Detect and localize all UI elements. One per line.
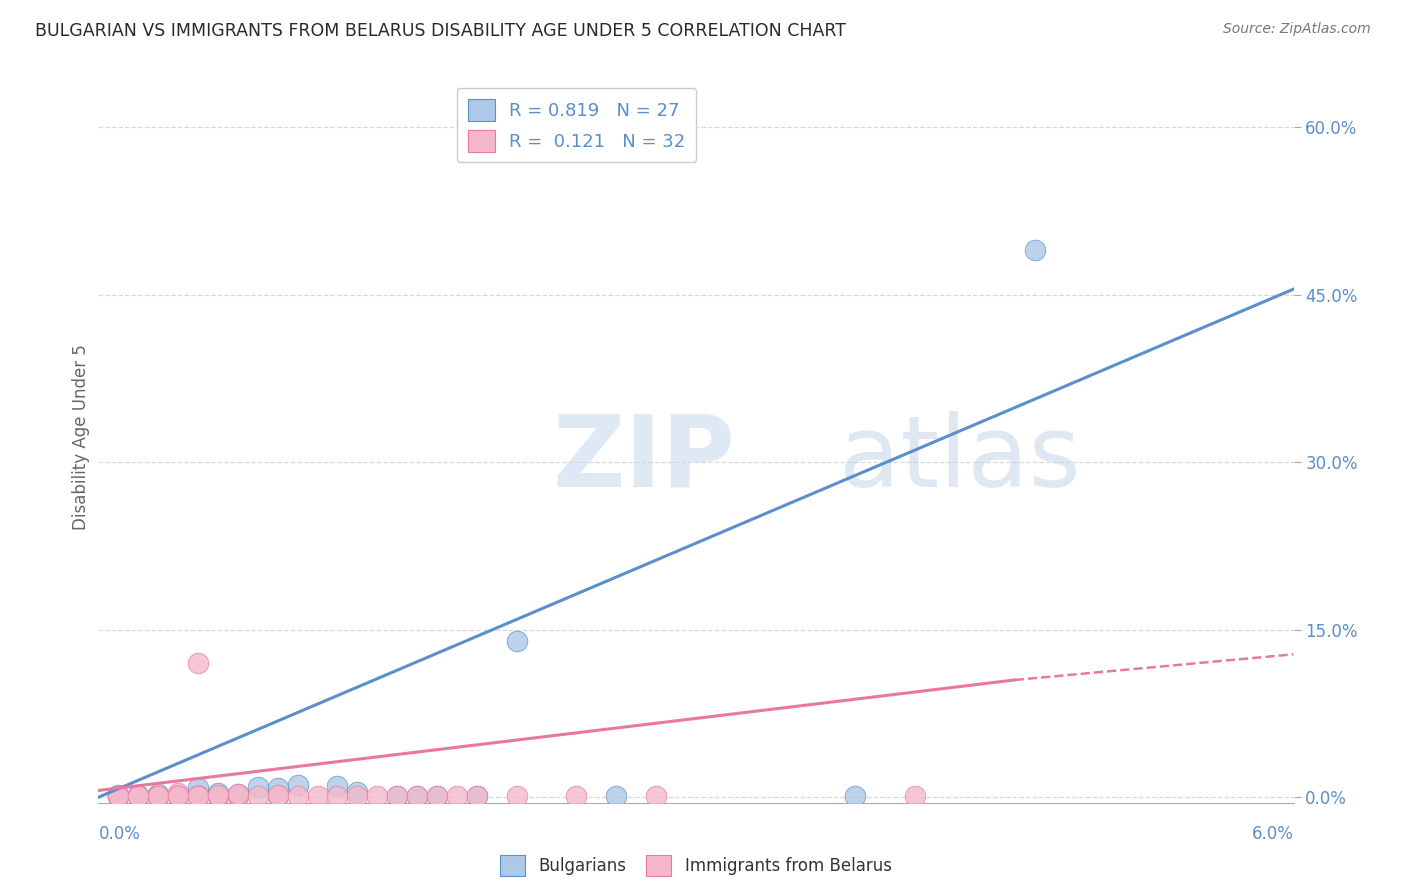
Point xyxy=(307,789,329,803)
Point xyxy=(406,789,429,803)
Point xyxy=(406,789,429,803)
Text: 6.0%: 6.0% xyxy=(1251,825,1294,843)
Point xyxy=(506,789,529,803)
Point xyxy=(127,789,149,803)
Point xyxy=(565,789,588,803)
Point xyxy=(107,789,129,803)
Point xyxy=(187,788,209,802)
Point xyxy=(1024,243,1046,257)
Point xyxy=(267,781,290,796)
Point xyxy=(187,789,209,803)
Legend: Bulgarians, Immigrants from Belarus: Bulgarians, Immigrants from Belarus xyxy=(494,848,898,882)
Point xyxy=(366,789,388,803)
Point xyxy=(226,787,249,801)
Point xyxy=(465,789,488,803)
Point xyxy=(246,789,269,803)
Point xyxy=(127,789,149,803)
Point xyxy=(446,789,468,803)
Point xyxy=(346,784,368,798)
Text: 0.0%: 0.0% xyxy=(98,825,141,843)
Point xyxy=(226,789,249,803)
Point xyxy=(167,789,190,803)
Point xyxy=(385,789,409,803)
Y-axis label: Disability Age Under 5: Disability Age Under 5 xyxy=(72,344,90,530)
Point xyxy=(426,789,449,803)
Text: Source: ZipAtlas.com: Source: ZipAtlas.com xyxy=(1223,22,1371,37)
Point xyxy=(226,788,249,802)
Point xyxy=(326,779,349,793)
Point xyxy=(148,787,170,801)
Point xyxy=(107,789,129,803)
Point xyxy=(187,781,209,796)
Point xyxy=(426,789,449,803)
Point xyxy=(207,789,229,803)
Point xyxy=(267,789,290,803)
Point xyxy=(187,657,209,671)
Point xyxy=(167,789,190,803)
Point xyxy=(167,788,190,802)
Point xyxy=(226,787,249,801)
Point xyxy=(645,789,668,803)
Point xyxy=(148,789,170,803)
Point xyxy=(207,788,229,802)
Point xyxy=(207,789,229,803)
Point xyxy=(287,778,309,792)
Point xyxy=(904,789,927,803)
Point xyxy=(465,789,488,803)
Text: BULGARIAN VS IMMIGRANTS FROM BELARUS DISABILITY AGE UNDER 5 CORRELATION CHART: BULGARIAN VS IMMIGRANTS FROM BELARUS DIS… xyxy=(35,22,846,40)
Point xyxy=(107,788,129,802)
Point xyxy=(127,788,149,802)
Text: atlas: atlas xyxy=(839,410,1081,508)
Point xyxy=(346,789,368,803)
Point xyxy=(187,789,209,803)
Point xyxy=(267,788,290,802)
Text: ZIP: ZIP xyxy=(553,410,735,508)
Point xyxy=(844,789,866,803)
Point xyxy=(148,789,170,803)
Point xyxy=(148,789,170,803)
Point xyxy=(506,633,529,648)
Point xyxy=(287,789,309,803)
Point xyxy=(246,780,269,794)
Point xyxy=(207,786,229,800)
Point xyxy=(127,789,149,803)
Point xyxy=(107,789,129,803)
Point xyxy=(167,786,190,800)
Point xyxy=(385,789,409,803)
Point xyxy=(326,789,349,803)
Point xyxy=(605,789,627,803)
